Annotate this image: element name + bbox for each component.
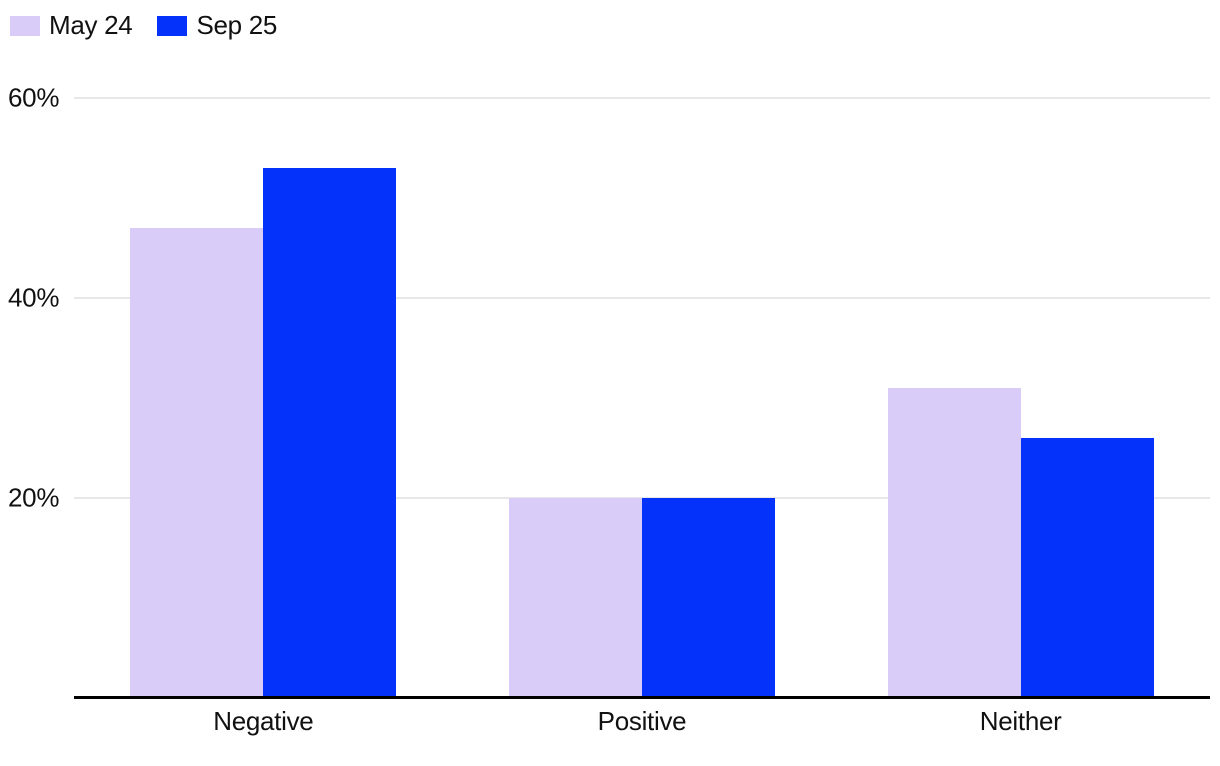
legend-label-may-24: May 24 [49,10,133,40]
bar-may-24-negative [130,228,264,698]
x-axis-line [74,696,1210,699]
y-tick-label-40%: 40% [8,282,60,313]
plot-area [74,97,1210,699]
bar-may-24-neither [887,388,1021,698]
x-tick-label-positive: Positive [597,706,687,736]
legend-item-may-24: May 24 [10,10,133,41]
legend-item-sep-25: Sep 25 [157,10,277,41]
bar-sep-25-negative [263,168,397,698]
bar-sep-25-neither [1020,438,1154,698]
x-tick-label-neither: Neither [979,706,1062,736]
legend-swatch-may-24 [10,15,40,36]
legend-swatch-sep-25 [157,15,188,36]
chart-legend: May 24 Sep 25 [10,10,277,41]
bar-may-24-positive [509,498,642,698]
legend-label-sep-25: Sep 25 [196,10,278,40]
gridline-40% [74,297,1210,299]
bar-sep-25-positive [642,498,775,698]
y-tick-label-60%: 60% [8,82,60,113]
x-tick-label-negative: Negative [213,706,314,736]
gridline-60% [74,97,1210,99]
y-tick-label-20%: 20% [8,482,60,513]
